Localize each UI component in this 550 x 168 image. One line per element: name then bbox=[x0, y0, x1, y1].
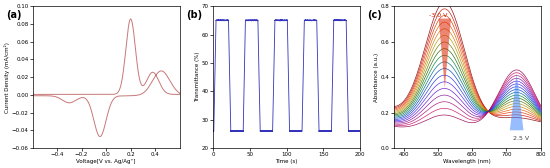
Polygon shape bbox=[439, 19, 451, 88]
X-axis label: Voltage[V vs. Ag/Ag⁺]: Voltage[V vs. Ag/Ag⁺] bbox=[76, 159, 136, 164]
Y-axis label: Transmittance (%): Transmittance (%) bbox=[195, 52, 201, 102]
Text: 2.5 V: 2.5 V bbox=[513, 136, 529, 141]
X-axis label: Wavelength (nm): Wavelength (nm) bbox=[443, 159, 491, 164]
Text: (b): (b) bbox=[186, 10, 203, 20]
Text: (c): (c) bbox=[367, 10, 382, 20]
X-axis label: Time (s): Time (s) bbox=[276, 159, 298, 164]
Y-axis label: Absorbance (a.u.): Absorbance (a.u.) bbox=[374, 53, 379, 102]
Polygon shape bbox=[510, 74, 524, 130]
Text: -3.0 V: -3.0 V bbox=[430, 13, 448, 18]
Text: (a): (a) bbox=[6, 10, 21, 20]
Y-axis label: Current Density (mA/cm²): Current Density (mA/cm²) bbox=[4, 42, 10, 113]
